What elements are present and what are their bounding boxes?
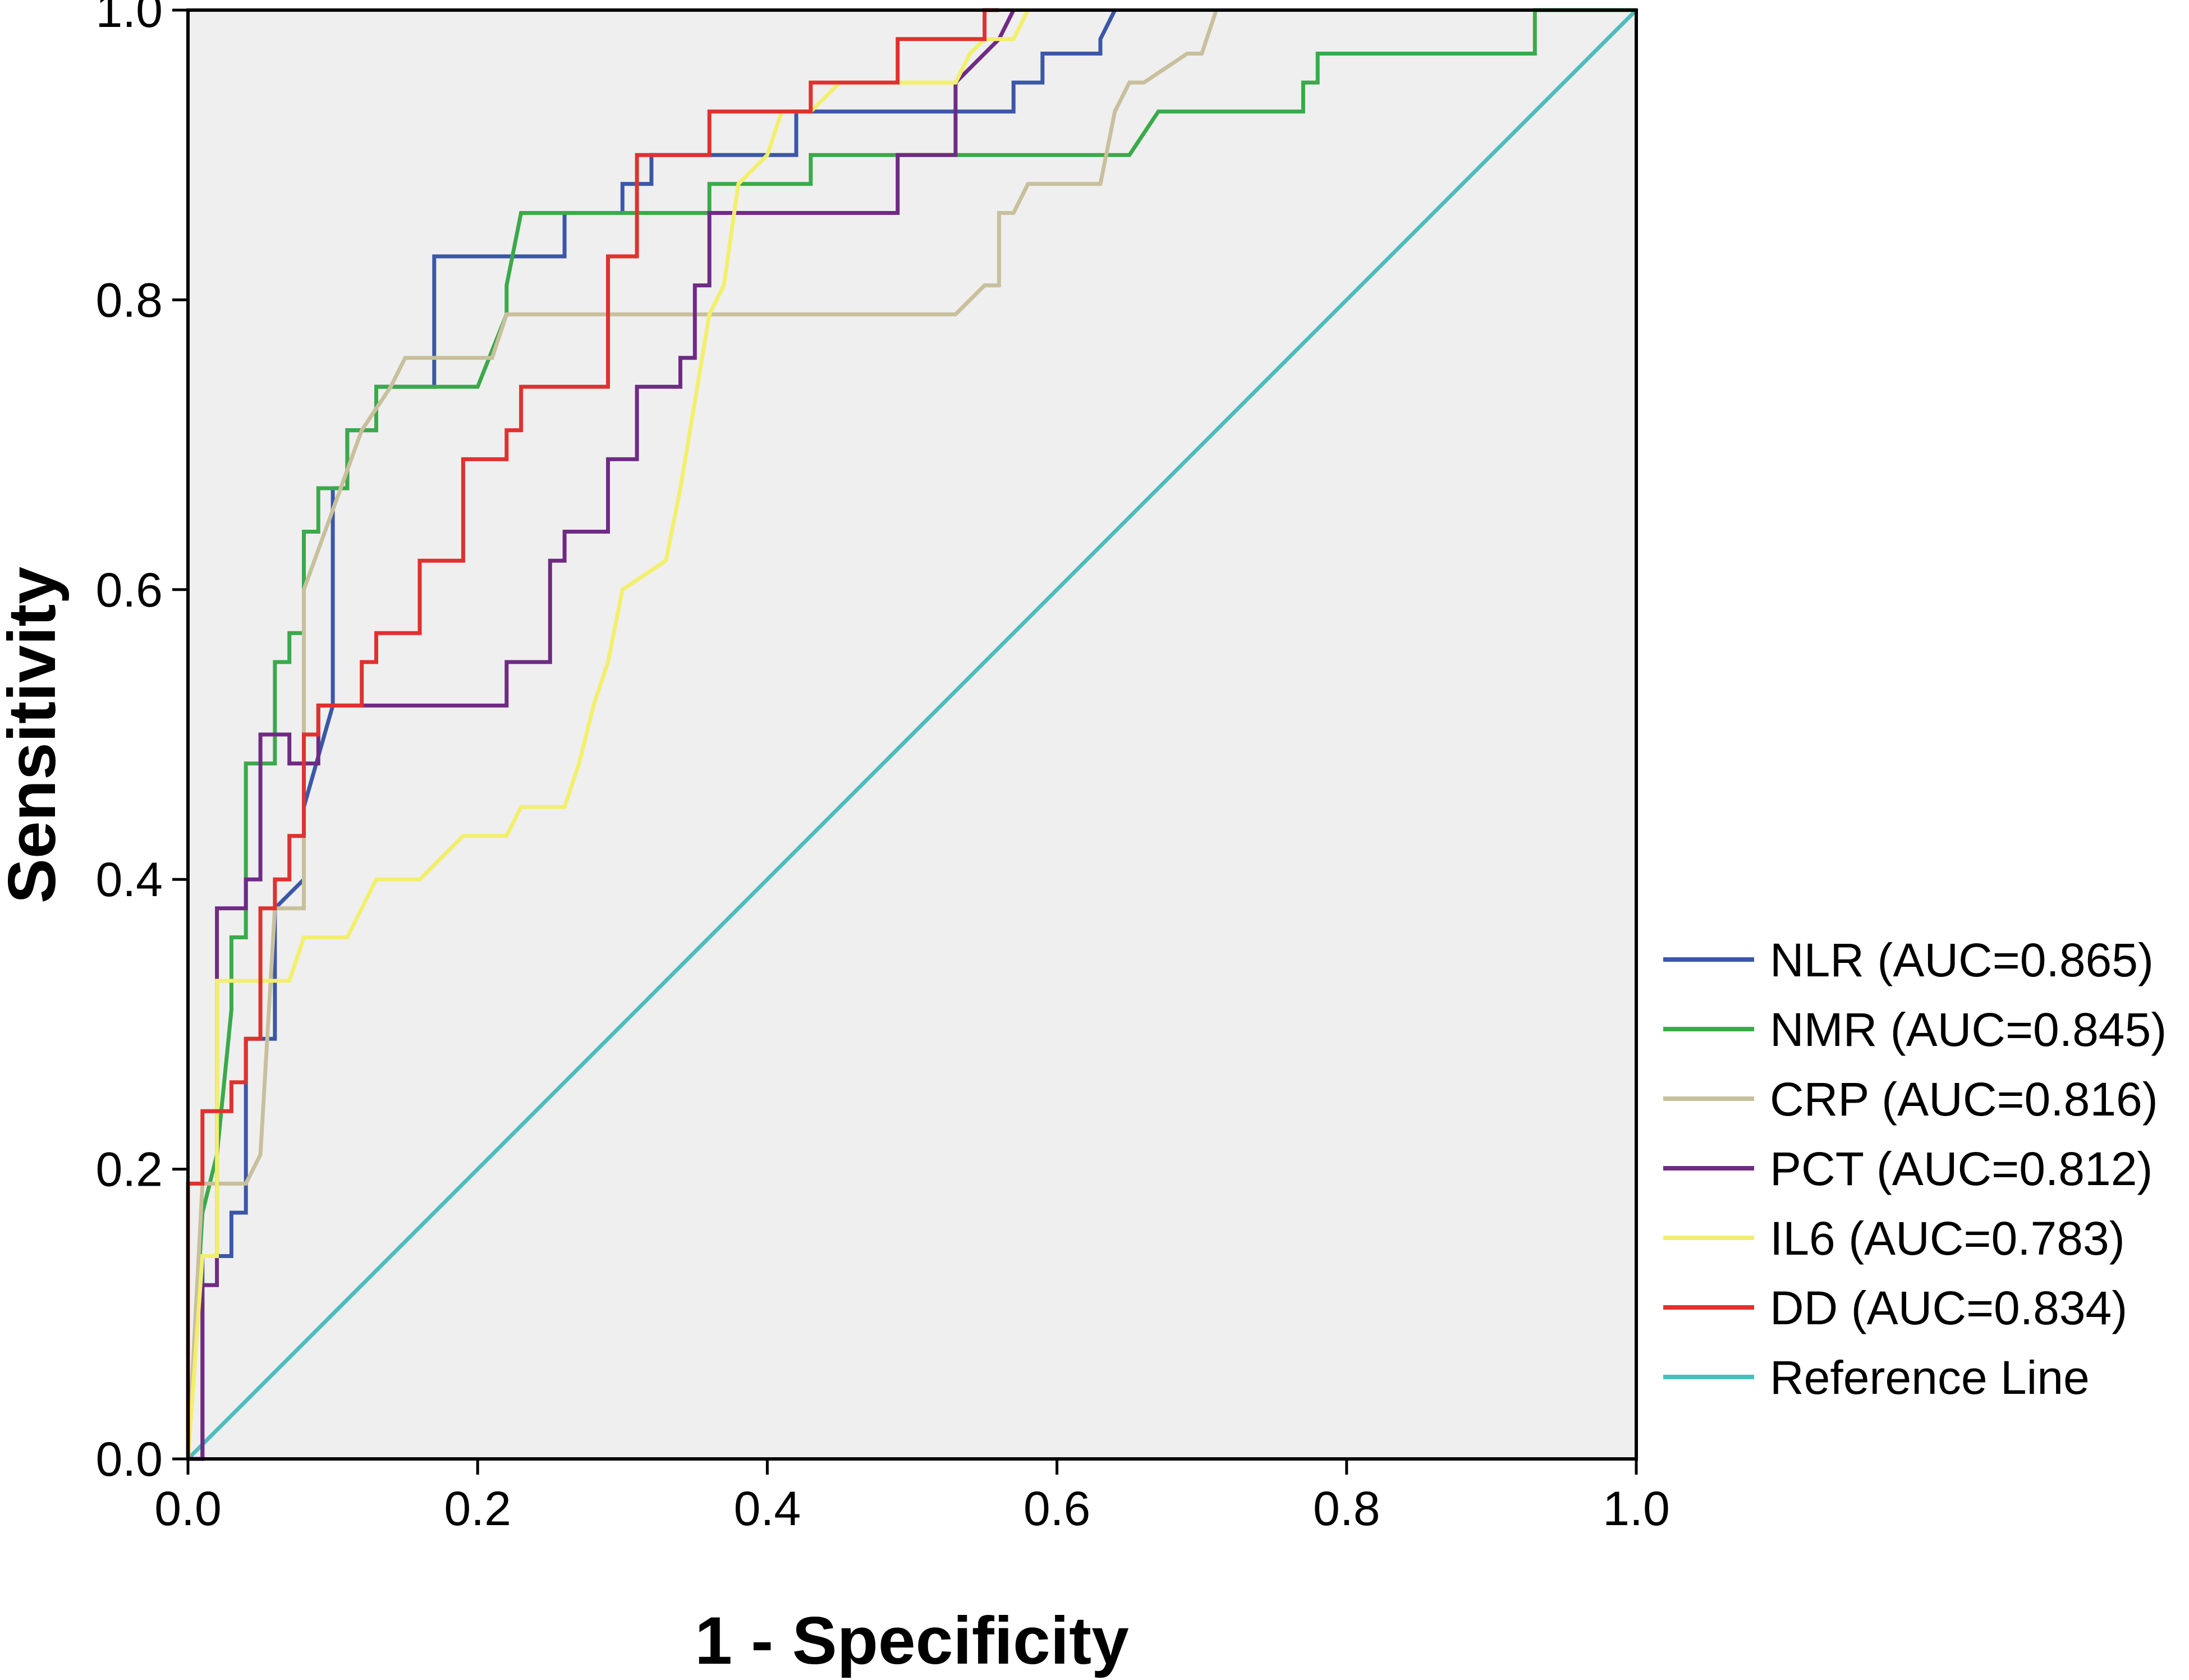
- legend-label-nlr: NLR (AUC=0.865): [1770, 934, 2154, 986]
- y-tick-label: 0.4: [95, 853, 163, 907]
- x-tick-label: 1.0: [1603, 1482, 1670, 1536]
- x-tick-label: 0.8: [1313, 1482, 1380, 1536]
- legend-label-pct: PCT (AUC=0.812): [1770, 1142, 2153, 1195]
- series-line-reference: [186, 8, 1638, 1461]
- y-axis-title: Sensitivity: [0, 567, 70, 903]
- y-tick-label: 0.8: [95, 273, 163, 327]
- legend-label-il6: IL6 (AUC=0.783): [1770, 1212, 2125, 1265]
- y-tick-label: 0.2: [95, 1143, 163, 1197]
- x-axis-title: 1 - Specificity: [695, 1603, 1129, 1678]
- x-tick-label: 0.6: [1024, 1482, 1091, 1536]
- legend: NLR (AUC=0.865) NMR (AUC=0.845) CRP (AUC=0…: [1663, 934, 2167, 1404]
- plot-frame: [186, 8, 1638, 1461]
- series-line-dd: [186, 8, 999, 1459]
- y-axis-ticks: 0.0 0.2 0.4 0.6 0.8 1.0: [95, 0, 188, 1486]
- x-tick-label: 0.2: [444, 1482, 511, 1536]
- y-tick-label: 0.0: [95, 1433, 163, 1486]
- series-line-nmr: [186, 8, 1636, 1459]
- x-tick-label: 0.4: [734, 1482, 801, 1536]
- legend-label-crp: CRP (AUC=0.816): [1770, 1073, 2158, 1126]
- x-axis-ticks: 0.0 0.2 0.4 0.6 0.8 1.0: [154, 1459, 1670, 1536]
- y-tick-label: 0.6: [95, 563, 163, 617]
- y-tick-label: 1.0: [95, 0, 163, 38]
- series-line-pct: [188, 9, 1016, 1461]
- legend-label-reference: Reference Line: [1770, 1351, 2090, 1404]
- legend-label-nmr: NMR (AUC=0.845): [1770, 1003, 2167, 1056]
- series-layer: [186, 8, 1638, 1461]
- x-tick-label: 0.0: [154, 1482, 222, 1536]
- legend-label-dd: DD (AUC=0.834): [1770, 1282, 2127, 1334]
